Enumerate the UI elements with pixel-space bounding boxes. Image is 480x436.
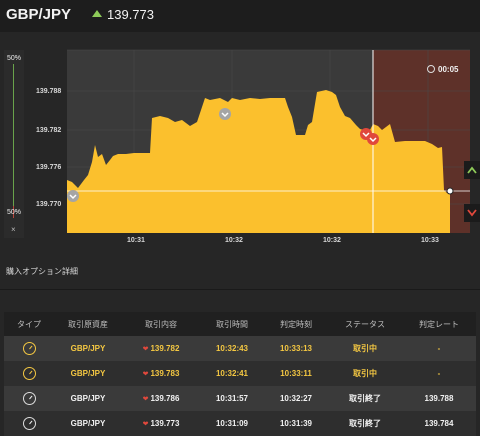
down-heart-icon: ❤ bbox=[142, 371, 149, 378]
judge-cell: 10:32:27 bbox=[264, 386, 328, 411]
down-heart-icon: ❤ bbox=[142, 396, 149, 403]
status-cell: 取引終了 bbox=[328, 411, 402, 436]
asset-cell: GBP/JPY bbox=[54, 361, 122, 386]
entry-marker-active bbox=[367, 133, 379, 145]
col-entry: 取引内容 bbox=[122, 312, 200, 336]
col-type: タイプ bbox=[4, 312, 54, 336]
current-price-dot bbox=[446, 187, 454, 195]
table-row[interactable]: GBP/JPY ❤ 139.783 10:32:41 10:33:11 取引中 - bbox=[4, 361, 476, 386]
entry-value: 139.786 bbox=[150, 394, 180, 403]
status-cell: 取引中 bbox=[328, 361, 402, 386]
time-cell: 10:31:09 bbox=[200, 411, 264, 436]
price-chart: 139.788 139.782 139.776 139.770 10:31 10… bbox=[36, 49, 480, 244]
entry-cell: ❤ 139.782 bbox=[122, 336, 200, 361]
down-arrow-icon bbox=[467, 209, 477, 217]
down-heart-icon: ❤ bbox=[142, 346, 149, 353]
rate-cell: - bbox=[402, 361, 476, 386]
type-cell bbox=[4, 411, 54, 436]
status-cell: 取引中 bbox=[328, 336, 402, 361]
entry-value: 139.773 bbox=[150, 419, 180, 428]
x-tick-label: 10:33 bbox=[421, 237, 439, 244]
x-tick-label: 10:31 bbox=[127, 237, 145, 244]
col-judge: 判定時刻 bbox=[264, 312, 328, 336]
rate-cell: 139.788 bbox=[402, 386, 476, 411]
up-arrow-icon bbox=[92, 10, 102, 17]
rate-cell: - bbox=[402, 336, 476, 361]
y-axis-labels: 139.788 139.782 139.776 139.770 bbox=[36, 88, 61, 208]
price-area bbox=[67, 90, 450, 233]
col-status: ステータス bbox=[328, 312, 402, 336]
y-tick-label: 139.776 bbox=[36, 164, 61, 171]
col-asset: 取引原資産 bbox=[54, 312, 122, 336]
asset-cell: GBP/JPY bbox=[54, 336, 122, 361]
gauge-up-bar bbox=[13, 64, 14, 206]
entry-value: 139.782 bbox=[150, 344, 180, 353]
options-table: タイプ 取引原資産 取引内容 取引時間 判定時刻 ステータス 判定レート GBP… bbox=[4, 312, 476, 436]
gauge-top-percent: 50% bbox=[7, 55, 22, 62]
time-cell: 10:32:43 bbox=[200, 336, 264, 361]
y-tick-label: 139.788 bbox=[36, 88, 61, 95]
table-row[interactable]: GBP/JPY ❤ 139.782 10:32:43 10:33:13 取引中 - bbox=[4, 336, 476, 361]
sentiment-gauge: 50% 50% × bbox=[4, 50, 24, 238]
current-price: 139.773 bbox=[107, 7, 154, 22]
status-cell: 取引終了 bbox=[328, 386, 402, 411]
entry-value: 139.783 bbox=[150, 369, 180, 378]
judge-cell: 10:33:13 bbox=[264, 336, 328, 361]
timer-icon bbox=[22, 342, 36, 355]
asset-cell: GBP/JPY bbox=[54, 386, 122, 411]
rate-cell: 139.784 bbox=[402, 411, 476, 436]
down-heart-icon: ❤ bbox=[142, 421, 149, 428]
type-cell bbox=[4, 361, 54, 386]
timer-icon bbox=[22, 392, 36, 405]
col-rate: 判定レート bbox=[402, 312, 476, 336]
table-header-row: タイプ 取引原資産 取引内容 取引時間 判定時刻 ステータス 判定レート bbox=[4, 312, 476, 336]
asset-pair-title: GBP/JPY bbox=[6, 6, 72, 23]
time-cell: 10:32:41 bbox=[200, 361, 264, 386]
y-tick-label: 139.770 bbox=[36, 201, 61, 208]
table-row[interactable]: GBP/JPY ❤ 139.773 10:31:09 10:31:39 取引終了 … bbox=[4, 411, 476, 436]
table-row[interactable]: GBP/JPY ❤ 139.786 10:31:57 10:32:27 取引終了 … bbox=[4, 386, 476, 411]
timer-clock-icon bbox=[427, 65, 435, 73]
x-tick-label: 10:32 bbox=[323, 237, 341, 244]
call-button[interactable] bbox=[464, 161, 480, 179]
timer-label: 00:05 bbox=[438, 65, 459, 74]
timer-icon bbox=[22, 417, 36, 430]
judge-cell: 10:31:39 bbox=[264, 411, 328, 436]
up-arrow-icon bbox=[467, 166, 477, 174]
timer-icon bbox=[22, 367, 36, 380]
expiry-timer: 00:05 bbox=[427, 65, 459, 74]
col-time: 取引時間 bbox=[200, 312, 264, 336]
gauge-close-icon[interactable]: × bbox=[11, 225, 16, 234]
entry-marker-past bbox=[67, 190, 79, 202]
asset-cell: GBP/JPY bbox=[54, 411, 122, 436]
y-tick-label: 139.782 bbox=[36, 127, 61, 134]
x-tick-label: 10:32 bbox=[225, 237, 243, 244]
entry-cell: ❤ 139.773 bbox=[122, 411, 200, 436]
section-divider bbox=[0, 289, 480, 290]
gauge-down-bar bbox=[13, 206, 14, 218]
section-title: 購入オプション詳細 bbox=[6, 267, 78, 276]
x-axis-labels: 10:31 10:32 10:32 10:33 bbox=[127, 237, 439, 244]
put-button[interactable] bbox=[464, 204, 480, 222]
entry-cell: ❤ 139.783 bbox=[122, 361, 200, 386]
time-cell: 10:31:57 bbox=[200, 386, 264, 411]
entry-marker-past bbox=[219, 108, 231, 120]
type-cell bbox=[4, 336, 54, 361]
entry-cell: ❤ 139.786 bbox=[122, 386, 200, 411]
type-cell bbox=[4, 386, 54, 411]
judge-cell: 10:33:11 bbox=[264, 361, 328, 386]
header-bar: GBP/JPY 139.773 bbox=[0, 0, 480, 32]
gauge-bottom-percent: 50% bbox=[7, 209, 22, 216]
